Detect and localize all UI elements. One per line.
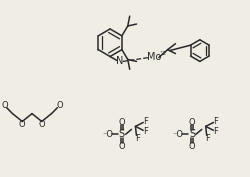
Text: S: S	[119, 129, 125, 139]
Text: O: O	[19, 120, 26, 129]
Text: O: O	[2, 101, 8, 110]
Text: S: S	[189, 129, 195, 139]
Text: N: N	[116, 56, 124, 66]
Text: O: O	[56, 101, 63, 110]
Text: Mo: Mo	[147, 53, 161, 62]
Text: O: O	[118, 142, 125, 151]
Text: ⁻O: ⁻O	[102, 130, 114, 139]
Text: O: O	[38, 120, 45, 129]
Text: F: F	[205, 134, 210, 143]
Text: O: O	[189, 142, 195, 151]
Text: F: F	[135, 134, 140, 143]
Text: ⁻O: ⁻O	[173, 130, 184, 139]
Text: F: F	[213, 127, 218, 136]
Text: F: F	[143, 127, 148, 136]
Text: F: F	[213, 117, 218, 126]
Text: O: O	[118, 118, 125, 127]
Text: F: F	[143, 117, 148, 126]
Text: O: O	[189, 118, 195, 127]
Text: ⁺2: ⁺2	[159, 51, 166, 56]
